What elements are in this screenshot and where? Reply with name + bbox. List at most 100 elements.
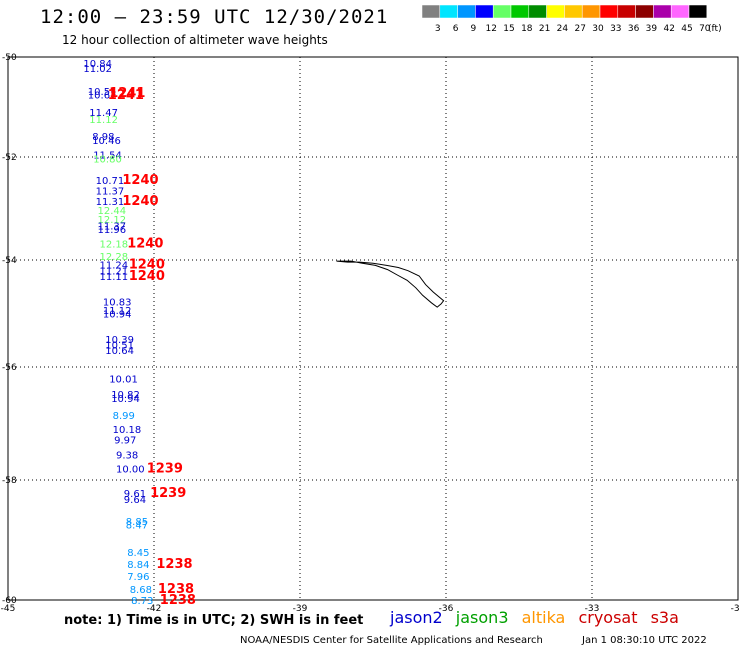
satellite-jason3: jason3	[455, 608, 509, 627]
wave-height-label: 11.37	[96, 187, 125, 198]
lat-tick-label: -50	[2, 53, 17, 63]
time-label: 1240	[122, 173, 158, 188]
time-label: 1238	[160, 593, 196, 608]
wave-height-label: 10.82	[111, 390, 140, 401]
south-georgia-island	[336, 260, 445, 308]
wave-height-label: 10.84	[83, 59, 112, 70]
wave-height-label: 9.38	[116, 451, 138, 462]
legend-label: 15	[503, 24, 514, 34]
lon-tick-label: -30	[731, 604, 740, 614]
lon-tick-label: -36	[439, 604, 454, 614]
time-label: 1240	[129, 257, 165, 272]
lat-tick-label: -58	[2, 476, 17, 486]
wave-height-label: 11.21	[100, 267, 129, 278]
wave-height-label: 8.84	[127, 560, 149, 571]
time-label: 1239	[150, 486, 186, 501]
time-label: 1240	[127, 237, 163, 252]
legend-label: 9	[471, 24, 477, 34]
wave-height-label: 10.94	[111, 394, 140, 405]
legend-label: 39	[646, 24, 658, 34]
satellite-jason2: jason2	[390, 608, 443, 627]
wave-height-label: 11.31	[96, 197, 125, 208]
satellite-key: jason2 jason3 altika cryosat s3a	[390, 608, 687, 627]
wave-height-label: 12.18	[100, 240, 129, 251]
wave-height-label: 10.00	[116, 465, 145, 476]
wave-height-label: 11.12	[89, 115, 118, 126]
wave-height-label: 10.71	[96, 176, 125, 187]
lon-tick-label: -45	[1, 604, 16, 614]
wave-height-label: 10.67	[88, 91, 117, 102]
lon-tick-label: -42	[147, 604, 162, 614]
time-label: 1241	[108, 88, 144, 103]
time-label: 1238	[158, 582, 194, 597]
legend-label: 18	[521, 24, 533, 34]
legend-label: 24	[557, 24, 569, 34]
wave-height-label: 10.64	[105, 346, 134, 357]
wave-height-label: 10.94	[103, 310, 132, 321]
observations: 10.8411.0210.5110.671241124111.4711.128.…	[83, 59, 196, 608]
wave-height-label: 12.12	[98, 215, 127, 226]
legend-label: 70	[699, 24, 711, 34]
wave-height-label: 11.24	[100, 260, 129, 271]
map-subtitle: 12 hour collection of altimeter wave hei…	[62, 33, 328, 47]
legend-label: 3	[435, 24, 441, 34]
wave-height-label: 8.73	[131, 596, 153, 607]
time-label: 1240	[129, 269, 165, 284]
legend-label: 21	[539, 24, 550, 34]
wave-height-label: 8.99	[113, 411, 135, 422]
legend-label: 45	[681, 24, 692, 34]
wave-height-label: 11.11	[100, 272, 129, 283]
wave-height-label: 11.37	[98, 222, 127, 233]
time-label: 1238	[156, 557, 192, 572]
wave-height-label: 8.45	[127, 548, 149, 559]
satellite-s3a: s3a	[650, 608, 679, 627]
wave-height-label: 10.51	[105, 341, 134, 352]
wave-height-label: 11.12	[103, 306, 132, 317]
legend-label: 36	[628, 24, 640, 34]
lon-tick-label: -33	[585, 604, 600, 614]
wave-height-label: 8.68	[130, 585, 152, 596]
wave-height-label: 9.97	[114, 435, 136, 446]
wave-height-label: 11.96	[98, 225, 127, 236]
wave-height-label: 10.51	[88, 87, 117, 98]
wave-height-label: 11.47	[89, 108, 118, 119]
map-title: 12:00 – 23:59 UTC 12/30/2021	[40, 6, 389, 28]
time-label: 1240	[122, 194, 158, 209]
credit-text: NOAA/NESDIS Center for Satellite Applica…	[240, 635, 543, 646]
wave-height-label: 10.18	[113, 425, 142, 436]
wave-height-label: 12.44	[98, 206, 127, 217]
wave-height-label: 7.96	[127, 572, 149, 583]
lat-tick-label: -54	[2, 256, 17, 266]
legend-label: 42	[663, 24, 674, 34]
legend-swatch	[688, 5, 708, 19]
wave-height-label: 8.85	[126, 517, 148, 528]
note-text: note: 1) Time is in UTC; 2) SWH is in fe…	[64, 613, 364, 628]
graticule	[8, 57, 738, 600]
wave-height-label: 10.39	[105, 335, 134, 346]
wave-height-legend: 3 6 9 12 15 18 21 24 27 30 33 36 39 42 45 70(ft)	[422, 5, 722, 34]
wave-height-label: 10.46	[92, 136, 121, 147]
wave-height-label: 11.02	[83, 64, 112, 75]
wave-height-label: 9.61	[124, 489, 146, 500]
wave-height-label: 8.98	[92, 132, 114, 143]
legend-label: 6	[453, 24, 459, 34]
time-label: 1239	[147, 462, 183, 477]
legend-label: 27	[574, 24, 585, 34]
lat-tick-label: -52	[2, 153, 17, 163]
wave-height-label: 12.28	[100, 252, 129, 263]
legend-label: 33	[610, 24, 621, 34]
coastline	[336, 260, 445, 308]
wave-height-label: 10.80	[93, 155, 122, 166]
lat-tick-label: -60	[2, 596, 17, 606]
lon-tick-label: -39	[293, 604, 308, 614]
wave-height-label: 8.47	[126, 520, 148, 531]
satellite-altika: altika	[521, 608, 566, 627]
wave-height-label: 11.54	[93, 151, 122, 162]
credit-date: Jan 1 08:30:10 UTC 2022	[582, 635, 707, 646]
wave-height-label: 10.01	[109, 374, 138, 385]
lat-tick-label: -56	[2, 363, 17, 373]
wave-height-label: 9.64	[124, 495, 146, 506]
map-frame	[7, 56, 739, 601]
satellite-cryosat: cryosat	[578, 608, 638, 627]
